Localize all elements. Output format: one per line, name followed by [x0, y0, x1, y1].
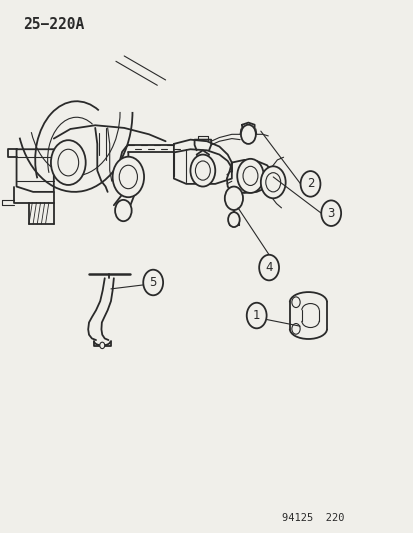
Circle shape — [320, 200, 340, 226]
Circle shape — [260, 166, 285, 198]
Text: 3: 3 — [327, 207, 334, 220]
Circle shape — [265, 173, 280, 192]
Circle shape — [240, 125, 255, 144]
Circle shape — [115, 200, 131, 221]
Circle shape — [190, 155, 215, 187]
Circle shape — [237, 159, 263, 193]
Circle shape — [195, 161, 210, 180]
Text: 1: 1 — [252, 309, 260, 322]
Circle shape — [119, 165, 137, 189]
Circle shape — [259, 255, 278, 280]
Text: 2: 2 — [306, 177, 313, 190]
Text: 94125  220: 94125 220 — [281, 513, 343, 523]
Circle shape — [242, 166, 257, 185]
Circle shape — [291, 324, 299, 334]
Circle shape — [300, 171, 320, 197]
Circle shape — [51, 140, 85, 185]
Circle shape — [246, 303, 266, 328]
Circle shape — [112, 157, 144, 197]
Circle shape — [228, 212, 239, 227]
Text: 5: 5 — [149, 276, 157, 289]
Text: 4: 4 — [265, 261, 272, 274]
Circle shape — [100, 342, 104, 349]
Circle shape — [224, 187, 242, 210]
Text: 25−220A: 25−220A — [23, 17, 84, 32]
Circle shape — [291, 297, 299, 308]
Circle shape — [58, 149, 78, 176]
Circle shape — [143, 270, 163, 295]
